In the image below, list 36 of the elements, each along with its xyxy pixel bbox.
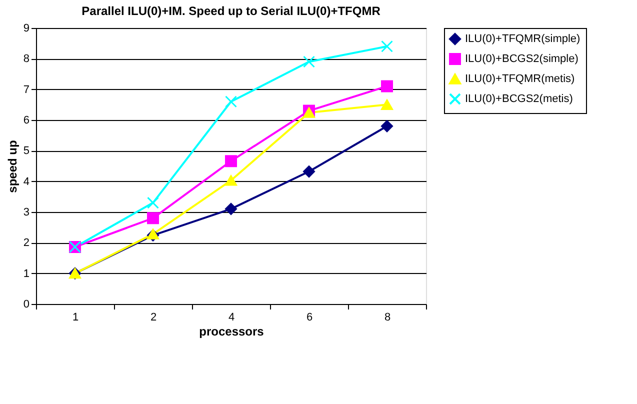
point [225,96,237,108]
point [225,155,237,168]
x-tick-label: 6 [306,312,313,324]
point [381,99,393,110]
y-tick-label: 6 [23,114,30,126]
y-tick-label: 7 [23,84,30,96]
point [303,166,315,178]
chart-title: Parallel ILU(0)+IM. Speed up to Serial ILU(0)+TFQMR [82,4,381,18]
x-tick-label: 8 [384,312,391,324]
x-tick-label: 4 [228,312,235,324]
legend-label: ILU(0)+BCGS2(simple) [465,53,578,65]
y-tick-label: 9 [23,22,30,34]
legend-label: ILU(0)+BCGS2(metis) [465,93,573,105]
point [147,228,159,240]
point [381,40,393,52]
point [225,175,237,186]
y-axis-title: speed up [5,140,20,193]
y-tick-label: 2 [23,237,30,250]
point [381,80,393,92]
y-tick-label: 4 [23,176,30,188]
y-tick-label: 8 [23,53,30,66]
legend-label: ILU(0)+TFQMR(metis) [465,73,575,85]
x-axis-title: processors [199,324,264,338]
y-tick-label: 1 [23,268,30,280]
x-tick-label: 1 [72,312,79,324]
x-tick-label: 2 [150,312,157,324]
y-tick-label: 5 [23,145,30,158]
point [381,120,393,132]
legend-label: ILU(0)+TFQMR(simple) [465,33,580,45]
point [225,202,237,215]
point [303,56,315,68]
point [147,212,159,224]
point [147,196,159,209]
y-tick-label: 3 [23,206,30,218]
point [303,107,315,118]
y-tick-label: 0 [23,298,30,310]
